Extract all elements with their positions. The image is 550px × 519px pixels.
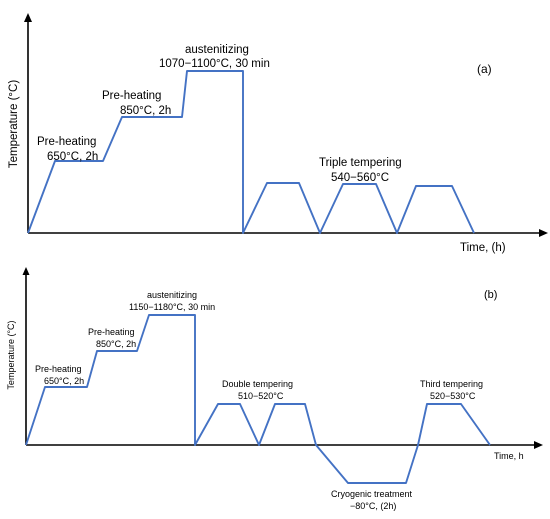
panel-b-austenitizing-label: austenitizing xyxy=(147,290,197,300)
panel-b-cryogenic-label: Cryogenic treatment xyxy=(331,489,413,499)
panel-a-austenitizing-temp: 1070−1100°C, 30 min xyxy=(159,58,270,70)
panel-b-preheat1-temp: 650°C, 2h xyxy=(44,376,84,386)
panel-b-preheat1-label: Pre-heating xyxy=(35,364,82,374)
panel-a-y-axis-label: Temperature (°C) xyxy=(8,80,20,168)
panel-a-preheat1-label: Pre-heating xyxy=(37,136,96,148)
panel-a-process-curve xyxy=(27,70,475,234)
panel-a-preheat2-label: Pre-heating xyxy=(102,90,161,102)
panel-a-tempering-label: Triple tempering xyxy=(319,157,402,169)
panel-a-preheat1-temp: 650°C, 2h xyxy=(47,151,98,163)
panel-b-preheat2-temp: 850°C, 2h xyxy=(96,339,136,349)
panel-b-process-curve xyxy=(25,314,491,484)
panel-b-double-tempering-temp: 510−520°C xyxy=(238,391,284,401)
panel-a-austenitizing-label: austenitizing xyxy=(185,44,249,56)
panel-b-third-tempering-label: Third tempering xyxy=(420,379,483,389)
panel-b-y-axis-label: Temperature (°C) xyxy=(6,320,16,389)
panel-a-x-axis-arrow xyxy=(539,229,548,237)
panel-a-y-axis-arrow xyxy=(24,13,32,22)
panel-b-cryogenic-temp: −80°C, (2h) xyxy=(350,501,396,511)
panel-b-double-tempering-label: Double tempering xyxy=(222,379,293,389)
panel-a: Temperature (°C) Time, (h) (a) Pre-heati… xyxy=(8,13,548,254)
panel-b-third-tempering-temp: 520−530°C xyxy=(430,391,476,401)
panel-a-tag: (a) xyxy=(477,62,492,76)
panel-b-x-axis-label: Time, h xyxy=(494,451,524,461)
panel-b-x-axis-arrow xyxy=(534,441,543,449)
panel-b-austenitizing-temp: 1150−1180°C, 30 min xyxy=(129,302,215,312)
panel-a-tempering-temp: 540−560°C xyxy=(331,172,389,184)
panel-b-tag: (b) xyxy=(484,289,497,301)
panel-a-x-axis-label: Time, (h) xyxy=(460,242,506,254)
panel-b-y-axis-arrow xyxy=(22,267,30,275)
panel-b-preheat2-label: Pre-heating xyxy=(88,327,135,337)
panel-b: Temperature (°C) Time, h (b) Pre-heating… xyxy=(6,267,543,511)
panel-a-preheat2-temp: 850°C, 2h xyxy=(120,105,171,117)
